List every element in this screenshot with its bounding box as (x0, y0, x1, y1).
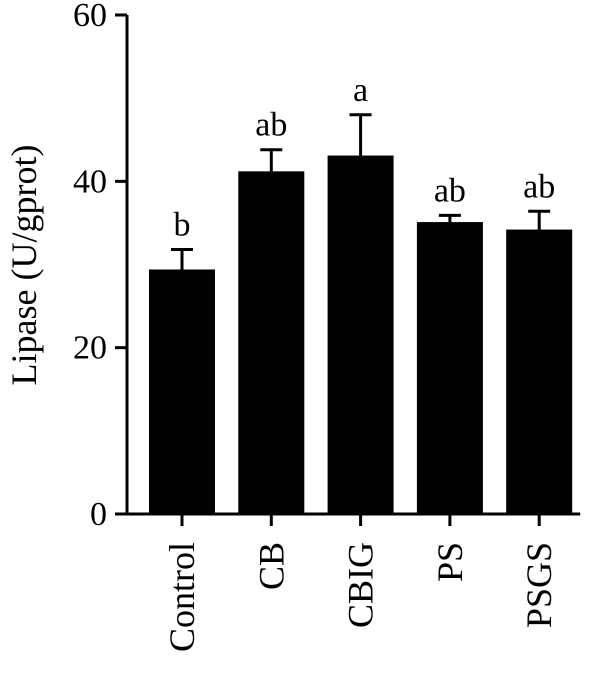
significance-labels: b ab a ab ab (174, 72, 556, 244)
x-tick-label-ps: PS (430, 542, 470, 582)
bar-control (149, 269, 215, 514)
y-tick-label: 40 (73, 163, 107, 200)
bar-psgs (506, 229, 573, 514)
significance-label-control: b (174, 207, 191, 244)
bars (149, 155, 573, 514)
x-axis: Control CB CBIG PS PSGS (125, 512, 581, 652)
y-tick-label: 0 (90, 496, 107, 533)
x-tick-label-cbig: CBIG (341, 542, 381, 628)
significance-label-cbig: a (353, 72, 368, 109)
y-axis-label: Lipase (U/gprot) (4, 145, 44, 386)
y-axis: 0 20 40 60 (73, 0, 129, 533)
significance-label-ps: ab (434, 172, 466, 209)
x-tick-label-control: Control (162, 542, 202, 652)
y-tick-label: 60 (73, 0, 107, 34)
x-tick-label-psgs: PSGS (519, 542, 559, 628)
x-tick-label-cb: CB (251, 542, 291, 590)
significance-label-cb: ab (255, 107, 287, 144)
y-tick-label: 20 (73, 330, 107, 367)
bar-cbig (327, 155, 394, 514)
error-bars (171, 113, 551, 270)
significance-label-psgs: ab (523, 168, 555, 205)
bar-cb (238, 171, 305, 514)
bar-ps (416, 222, 483, 514)
